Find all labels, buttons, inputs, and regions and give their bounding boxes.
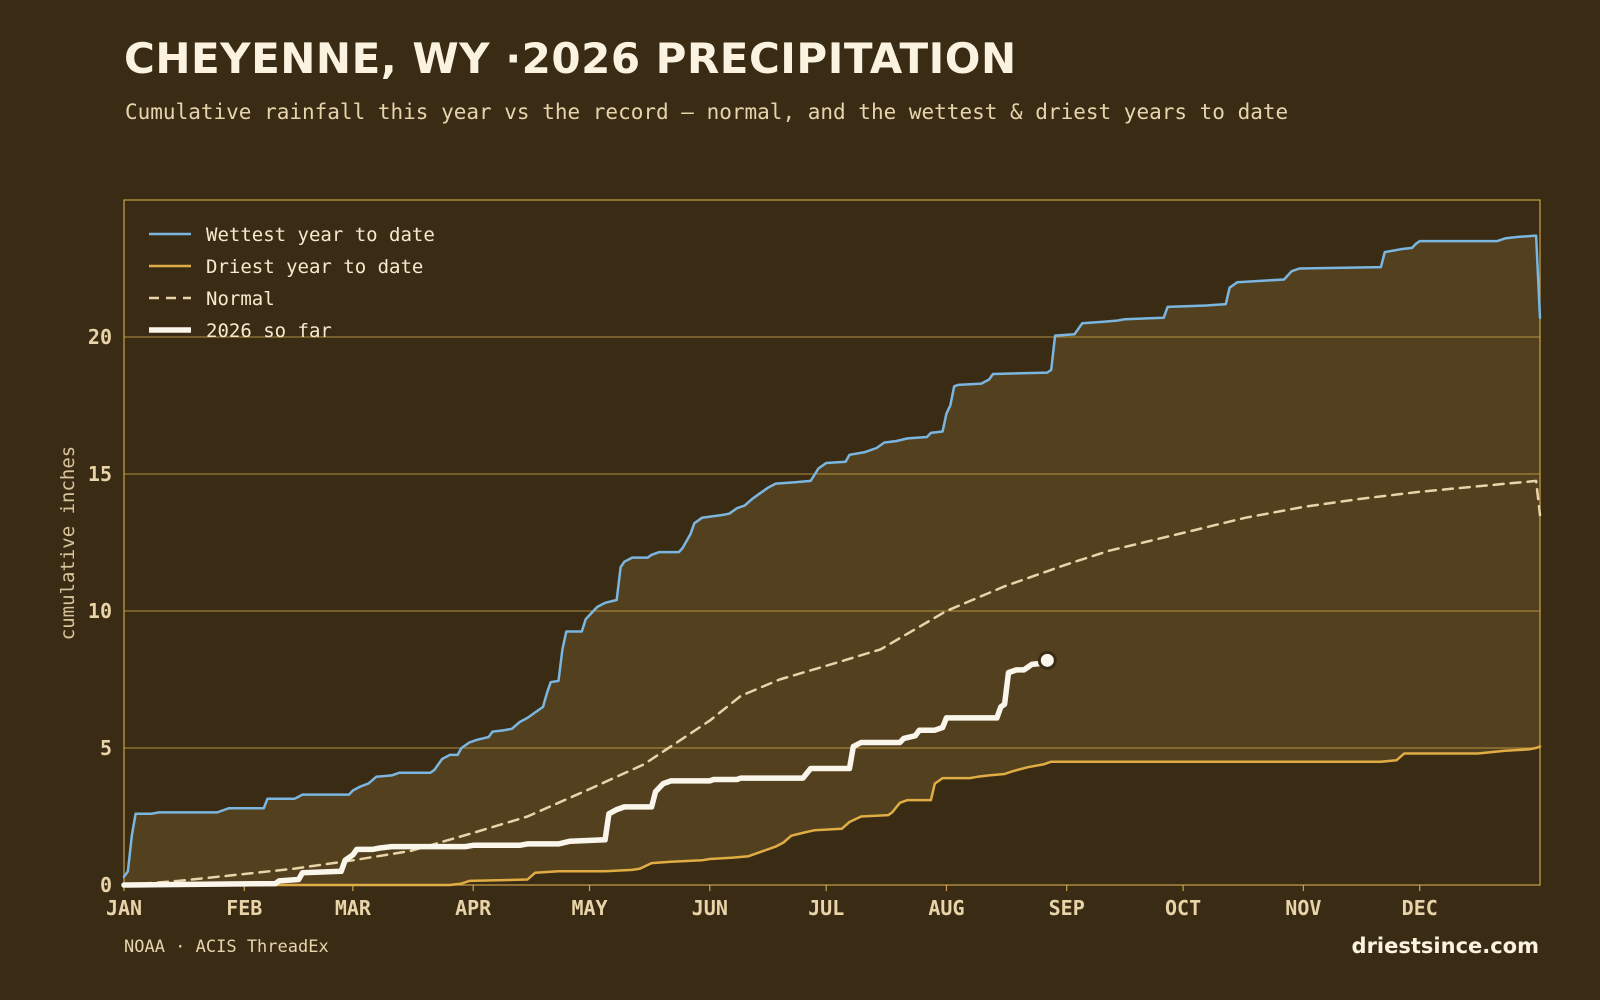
chart-subtitle: Cumulative rainfall this year vs the rec… [125,100,1289,124]
legend-label-2026-so-far: 2026 so far [206,320,332,342]
current-value-marker [1037,650,1057,670]
x-tick-label-apr: APR [455,896,492,920]
y-tick-label-10: 10 [88,599,112,623]
legend-label-wettest-year-to-date: Wettest year to date [206,224,435,246]
series-line-2026-so-far [121,657,1051,888]
x-tick-label-jan: JAN [106,896,142,920]
legend-label-driest-year-to-date: Driest year to date [206,256,423,278]
plot-frame [123,199,1541,886]
chart-title: CHEYENNE, WY ·2026 PRECIPITATION [124,34,1017,83]
y-tick-label-20: 20 [88,325,112,349]
x-tick-label-dec: DEC [1402,896,1438,920]
x-tick-label-feb: FEB [226,896,262,920]
y-axis-title: cumulative inches [57,446,79,640]
x-tick-label-jun: JUN [692,896,728,920]
x-tick-label-jul: JUL [808,896,844,920]
y-tick-label-0: 0 [100,873,112,897]
x-tick-label-aug: AUG [928,896,964,920]
series-line-driest-year-to-date [122,745,1542,887]
record-range-band [124,235,1540,886]
brand-link[interactable]: driestsince.com [1351,934,1539,958]
y-tick-label-5: 5 [100,736,112,760]
source-credit: NOAA · ACIS ThreadEx [124,937,329,957]
legend-label-normal: Normal [206,288,275,310]
x-tick-label-sep: SEP [1049,896,1085,920]
x-tick-label-nov: NOV [1285,896,1321,920]
x-tick-label-mar: MAR [335,896,372,920]
series-line-wettest-year-to-date [122,234,1542,879]
x-tick-label-may: MAY [571,896,607,920]
y-tick-label-15: 15 [88,462,112,486]
series-line-normal [122,479,1542,887]
x-tick-label-oct: OCT [1165,896,1201,920]
